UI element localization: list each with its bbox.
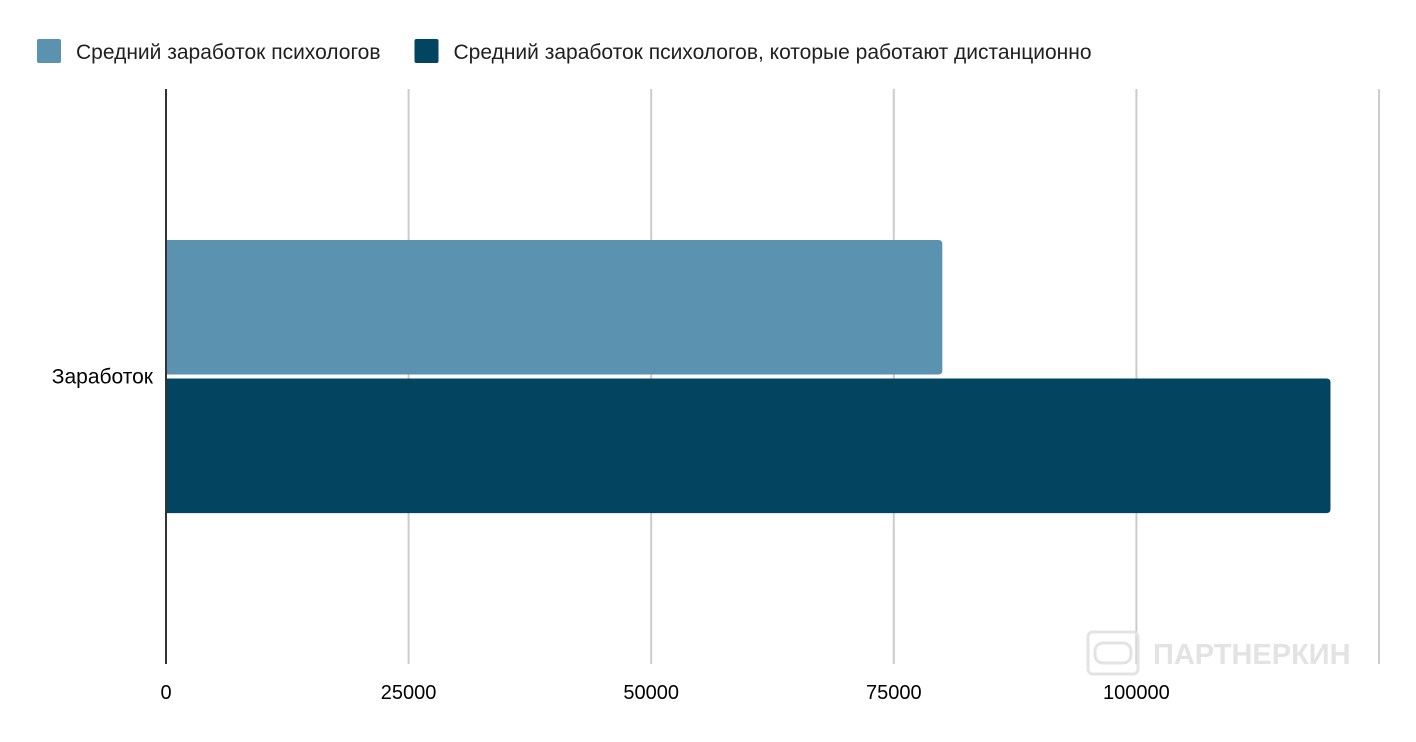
legend-swatch: [37, 39, 61, 63]
bar-remote-average-earnings: [166, 378, 1331, 514]
bars: [166, 239, 1331, 514]
watermark: ПАРТНЕРКИН: [1086, 630, 1351, 676]
category-label: Заработок: [52, 366, 154, 389]
x-tick-label: 25000: [381, 682, 437, 704]
bar-average-earnings: [166, 239, 943, 375]
category-labels: Заработок: [52, 366, 154, 389]
vr-headset-icon: [1086, 630, 1140, 676]
legend: Средний заработок психологов Средний зара…: [37, 39, 1092, 64]
legend-label: Средний заработок психологов: [76, 41, 381, 64]
x-tick-label: 75000: [866, 682, 922, 704]
gridlines: [407, 89, 1380, 664]
legend-label: Средний заработок психологов, которые ра…: [454, 41, 1092, 64]
x-tick-label: 50000: [623, 682, 679, 704]
x-axis-tick-labels: 0 25000 50000 75000 100000: [160, 682, 1169, 704]
legend-swatch: [414, 39, 439, 63]
watermark-text: ПАРТНЕРКИН: [1153, 639, 1351, 671]
x-tick-label: 0: [160, 682, 171, 704]
x-tick-label: 100000: [1103, 682, 1170, 704]
